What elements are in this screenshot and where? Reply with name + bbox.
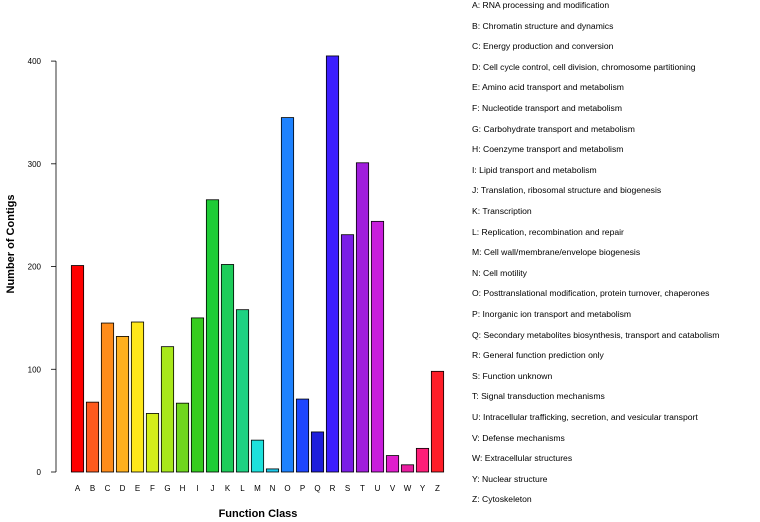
x-tick-label-K: K: [225, 484, 231, 493]
legend-item: T: Signal transduction mechanisms: [472, 391, 605, 402]
bar-Y: [415, 447, 430, 473]
y-tick-label: 400: [28, 57, 42, 66]
bar-N: [265, 468, 280, 473]
bar-J: [205, 199, 220, 473]
y-tick-label: 100: [28, 365, 42, 374]
bar-Z: [430, 370, 445, 473]
y-axis-title: Number of Contigs: [5, 195, 17, 294]
x-tick-label-M: M: [254, 484, 261, 493]
x-tick-label-B: B: [90, 484, 95, 493]
legend-item: W: Extracellular structures: [472, 453, 573, 464]
x-tick-label-G: G: [164, 484, 170, 493]
bar-S: [340, 234, 355, 473]
legend-item: Y: Nuclear structure: [472, 473, 548, 484]
legend-item: D: Cell cycle control, cell division, ch…: [472, 61, 696, 72]
bar-C: [100, 322, 115, 473]
bar-group: [70, 55, 445, 473]
bar-A: [70, 265, 85, 473]
legend-item: P: Inorganic ion transport and metabolis…: [472, 309, 632, 319]
x-tick-label-D: D: [120, 484, 126, 493]
legend-item: E: Amino acid transport and metabolism: [472, 82, 624, 93]
x-tick-label-N: N: [270, 484, 276, 493]
bar-W: [400, 464, 415, 473]
x-axis-title: Function Class: [219, 508, 298, 520]
x-tick-label-F: F: [150, 484, 155, 493]
bar-T: [355, 162, 370, 473]
legend-item: L: Replication, recombination and repair: [472, 226, 624, 237]
bar-B: [85, 401, 100, 473]
y-tick-label: 300: [28, 160, 42, 169]
legend-item: S: Function unknown: [472, 370, 553, 381]
x-tick-label-Y: Y: [420, 484, 426, 493]
bar-O: [280, 117, 295, 473]
y-tick-label: 0: [37, 468, 42, 477]
x-tick-label-C: C: [105, 484, 111, 493]
x-tick-label-L: L: [240, 484, 245, 493]
bar-F: [145, 413, 160, 473]
legend-item: J: Translation, ribosomal structure and …: [472, 185, 662, 196]
x-tick-label-Z: Z: [435, 484, 440, 493]
bar-L: [235, 309, 250, 473]
x-tick-label-U: U: [375, 484, 381, 493]
bar-Q: [310, 431, 325, 473]
legend-item: R: General function prediction only: [472, 350, 604, 361]
bar-K: [220, 264, 235, 473]
bar-R: [325, 55, 340, 473]
x-tick-label-A: A: [75, 484, 81, 493]
bar-P: [295, 398, 310, 473]
legend-item: F: Nucleotide transport and metabolism: [472, 103, 622, 113]
legend-item: O: Posttranslational modification, prote…: [472, 288, 710, 299]
bar-D: [115, 335, 130, 473]
x-tick-label-V: V: [390, 484, 396, 493]
bar-G: [160, 346, 175, 473]
legend-item: B: Chromatin structure and dynamics: [472, 20, 614, 31]
legend-item: H: Coenzyme transport and metabolism: [472, 144, 624, 155]
legend-item: Z: Cytoskeleton: [472, 494, 532, 505]
legend-item: V: Defense mechanisms: [472, 432, 565, 443]
legend-item: U: Intracellular trafficking, secretion,…: [472, 412, 698, 422]
x-tick-label-J: J: [211, 484, 215, 493]
legend-item: G: Carbohydrate transport and metabolism: [472, 123, 635, 134]
legend-item: I: Lipid transport and metabolism: [472, 164, 597, 175]
x-tick-label-H: H: [180, 484, 186, 493]
bar-U: [370, 220, 385, 473]
x-tick-label-O: O: [284, 484, 290, 493]
x-tick-label-Q: Q: [314, 484, 320, 493]
legend-item: A: RNA processing and modification: [472, 0, 610, 10]
legend-item: K: Transcription: [472, 206, 532, 216]
bar-V: [385, 455, 400, 473]
x-tick-label-E: E: [135, 484, 140, 493]
legend-item: M: Cell wall/membrane/envelope biogenesi…: [472, 247, 641, 258]
bar-H: [175, 402, 190, 473]
bar-I: [190, 317, 205, 473]
x-tick-label-I: I: [196, 484, 198, 493]
x-tick-label-R: R: [330, 484, 336, 493]
legend-item: Q: Secondary metabolites biosynthesis, t…: [472, 329, 720, 340]
x-tick-label-T: T: [360, 484, 365, 493]
legend-item: N: Cell motility: [472, 267, 527, 278]
y-tick-label: 200: [28, 263, 42, 272]
x-tick-label-W: W: [404, 484, 412, 493]
y-axis: 0 100 200 300 400: [28, 57, 57, 477]
legend-item: C: Energy production and conversion: [472, 41, 614, 52]
bar-E: [130, 321, 145, 473]
x-tick-label-S: S: [345, 484, 350, 493]
bar-M: [250, 439, 265, 473]
x-tick-label-P: P: [300, 484, 305, 493]
